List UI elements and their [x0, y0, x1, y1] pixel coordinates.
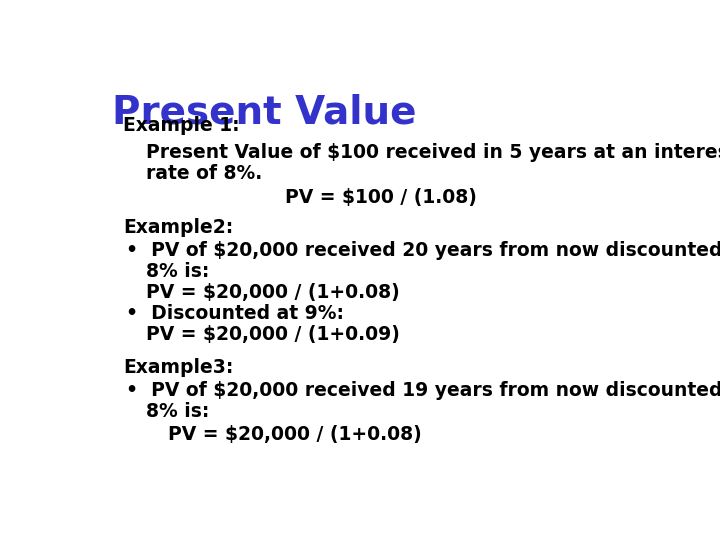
Text: 8% is:: 8% is:: [145, 402, 210, 421]
Text: Example2:: Example2:: [124, 218, 234, 237]
Text: Example 1:: Example 1:: [124, 116, 240, 136]
Text: rate of 8%.: rate of 8%.: [145, 164, 262, 183]
Text: •  PV of $20,000 received 20 years from now discounted at: • PV of $20,000 received 20 years from n…: [126, 241, 720, 260]
Text: Present Value of $100 received in 5 years at an interest: Present Value of $100 received in 5 year…: [145, 143, 720, 163]
Text: PV = $20,000 / (1+0.09): PV = $20,000 / (1+0.09): [145, 325, 400, 344]
Text: •  PV of $20,000 received 19 years from now discounted at: • PV of $20,000 received 19 years from n…: [126, 381, 720, 400]
Text: •  Discounted at 9%:: • Discounted at 9%:: [126, 304, 344, 323]
Text: PV = $20,000 / (1+0.08): PV = $20,000 / (1+0.08): [145, 282, 400, 302]
Text: Example3:: Example3:: [124, 359, 234, 377]
Text: Present Value: Present Value: [112, 94, 417, 132]
Text: 8% is:: 8% is:: [145, 262, 210, 281]
Text: PV = $100 / (1.08): PV = $100 / (1.08): [285, 188, 477, 207]
Text: PV = $20,000 / (1+0.08): PV = $20,000 / (1+0.08): [168, 425, 422, 444]
